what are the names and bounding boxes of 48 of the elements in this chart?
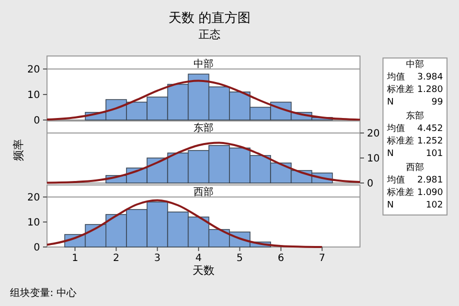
y-tick-label: 10	[27, 218, 40, 228]
text: 西部	[406, 162, 424, 173]
text: 1.280	[417, 85, 444, 95]
x-tick-label: 6	[278, 253, 284, 264]
text: 102	[426, 200, 443, 210]
x-tick-label: 4	[195, 253, 202, 264]
series-label: 西部	[194, 186, 214, 198]
series-label: 东部	[194, 122, 214, 134]
x-tick-label: 3	[154, 253, 161, 264]
text: 标准差	[386, 84, 414, 95]
text: 标准差	[386, 187, 414, 198]
y-tick-label: 0	[34, 242, 40, 254]
y-tick-label: 0	[34, 116, 40, 126]
line-series	[46, 142, 361, 184]
text: 均值	[386, 174, 405, 186]
y-tick-label: 10	[367, 154, 380, 164]
text: 2.981	[417, 176, 443, 186]
text: 均值	[386, 72, 405, 82]
line-series	[46, 199, 324, 248]
series-label: 中部	[194, 58, 214, 70]
x-tick-label: 7	[318, 253, 326, 264]
text: 均值	[386, 123, 405, 134]
x-tick-label: 1	[72, 253, 78, 264]
chart-title: 天数 的直方图	[168, 10, 251, 26]
text: 101	[426, 149, 443, 159]
text: 标准差	[386, 136, 414, 146]
y-tick-label: 20	[27, 64, 40, 76]
text: 99	[432, 98, 444, 108]
line-series	[46, 80, 361, 121]
text: 东部	[406, 110, 424, 122]
text: 中部	[406, 59, 424, 70]
y-tick-label: 10	[27, 90, 40, 101]
y-axis-title: 频率	[12, 139, 25, 161]
text: 组块变量: 中心	[10, 287, 77, 299]
x-tick-label: 5	[236, 253, 243, 264]
text: 4.452	[417, 124, 443, 134]
chart-subtitle: 正态	[198, 28, 220, 41]
text: N	[387, 149, 394, 159]
text: 1.090	[417, 188, 444, 198]
x-tick-label: 2	[113, 253, 120, 264]
text: N	[387, 98, 394, 108]
x-axis-title: 天数	[192, 264, 214, 277]
y-tick-label: 20	[27, 192, 40, 204]
text: 1.252	[417, 136, 443, 146]
y-tick-label: 0	[367, 178, 374, 190]
text: N	[387, 200, 394, 210]
text: 3.984	[417, 72, 444, 82]
y-tick-label: 20	[367, 128, 380, 140]
